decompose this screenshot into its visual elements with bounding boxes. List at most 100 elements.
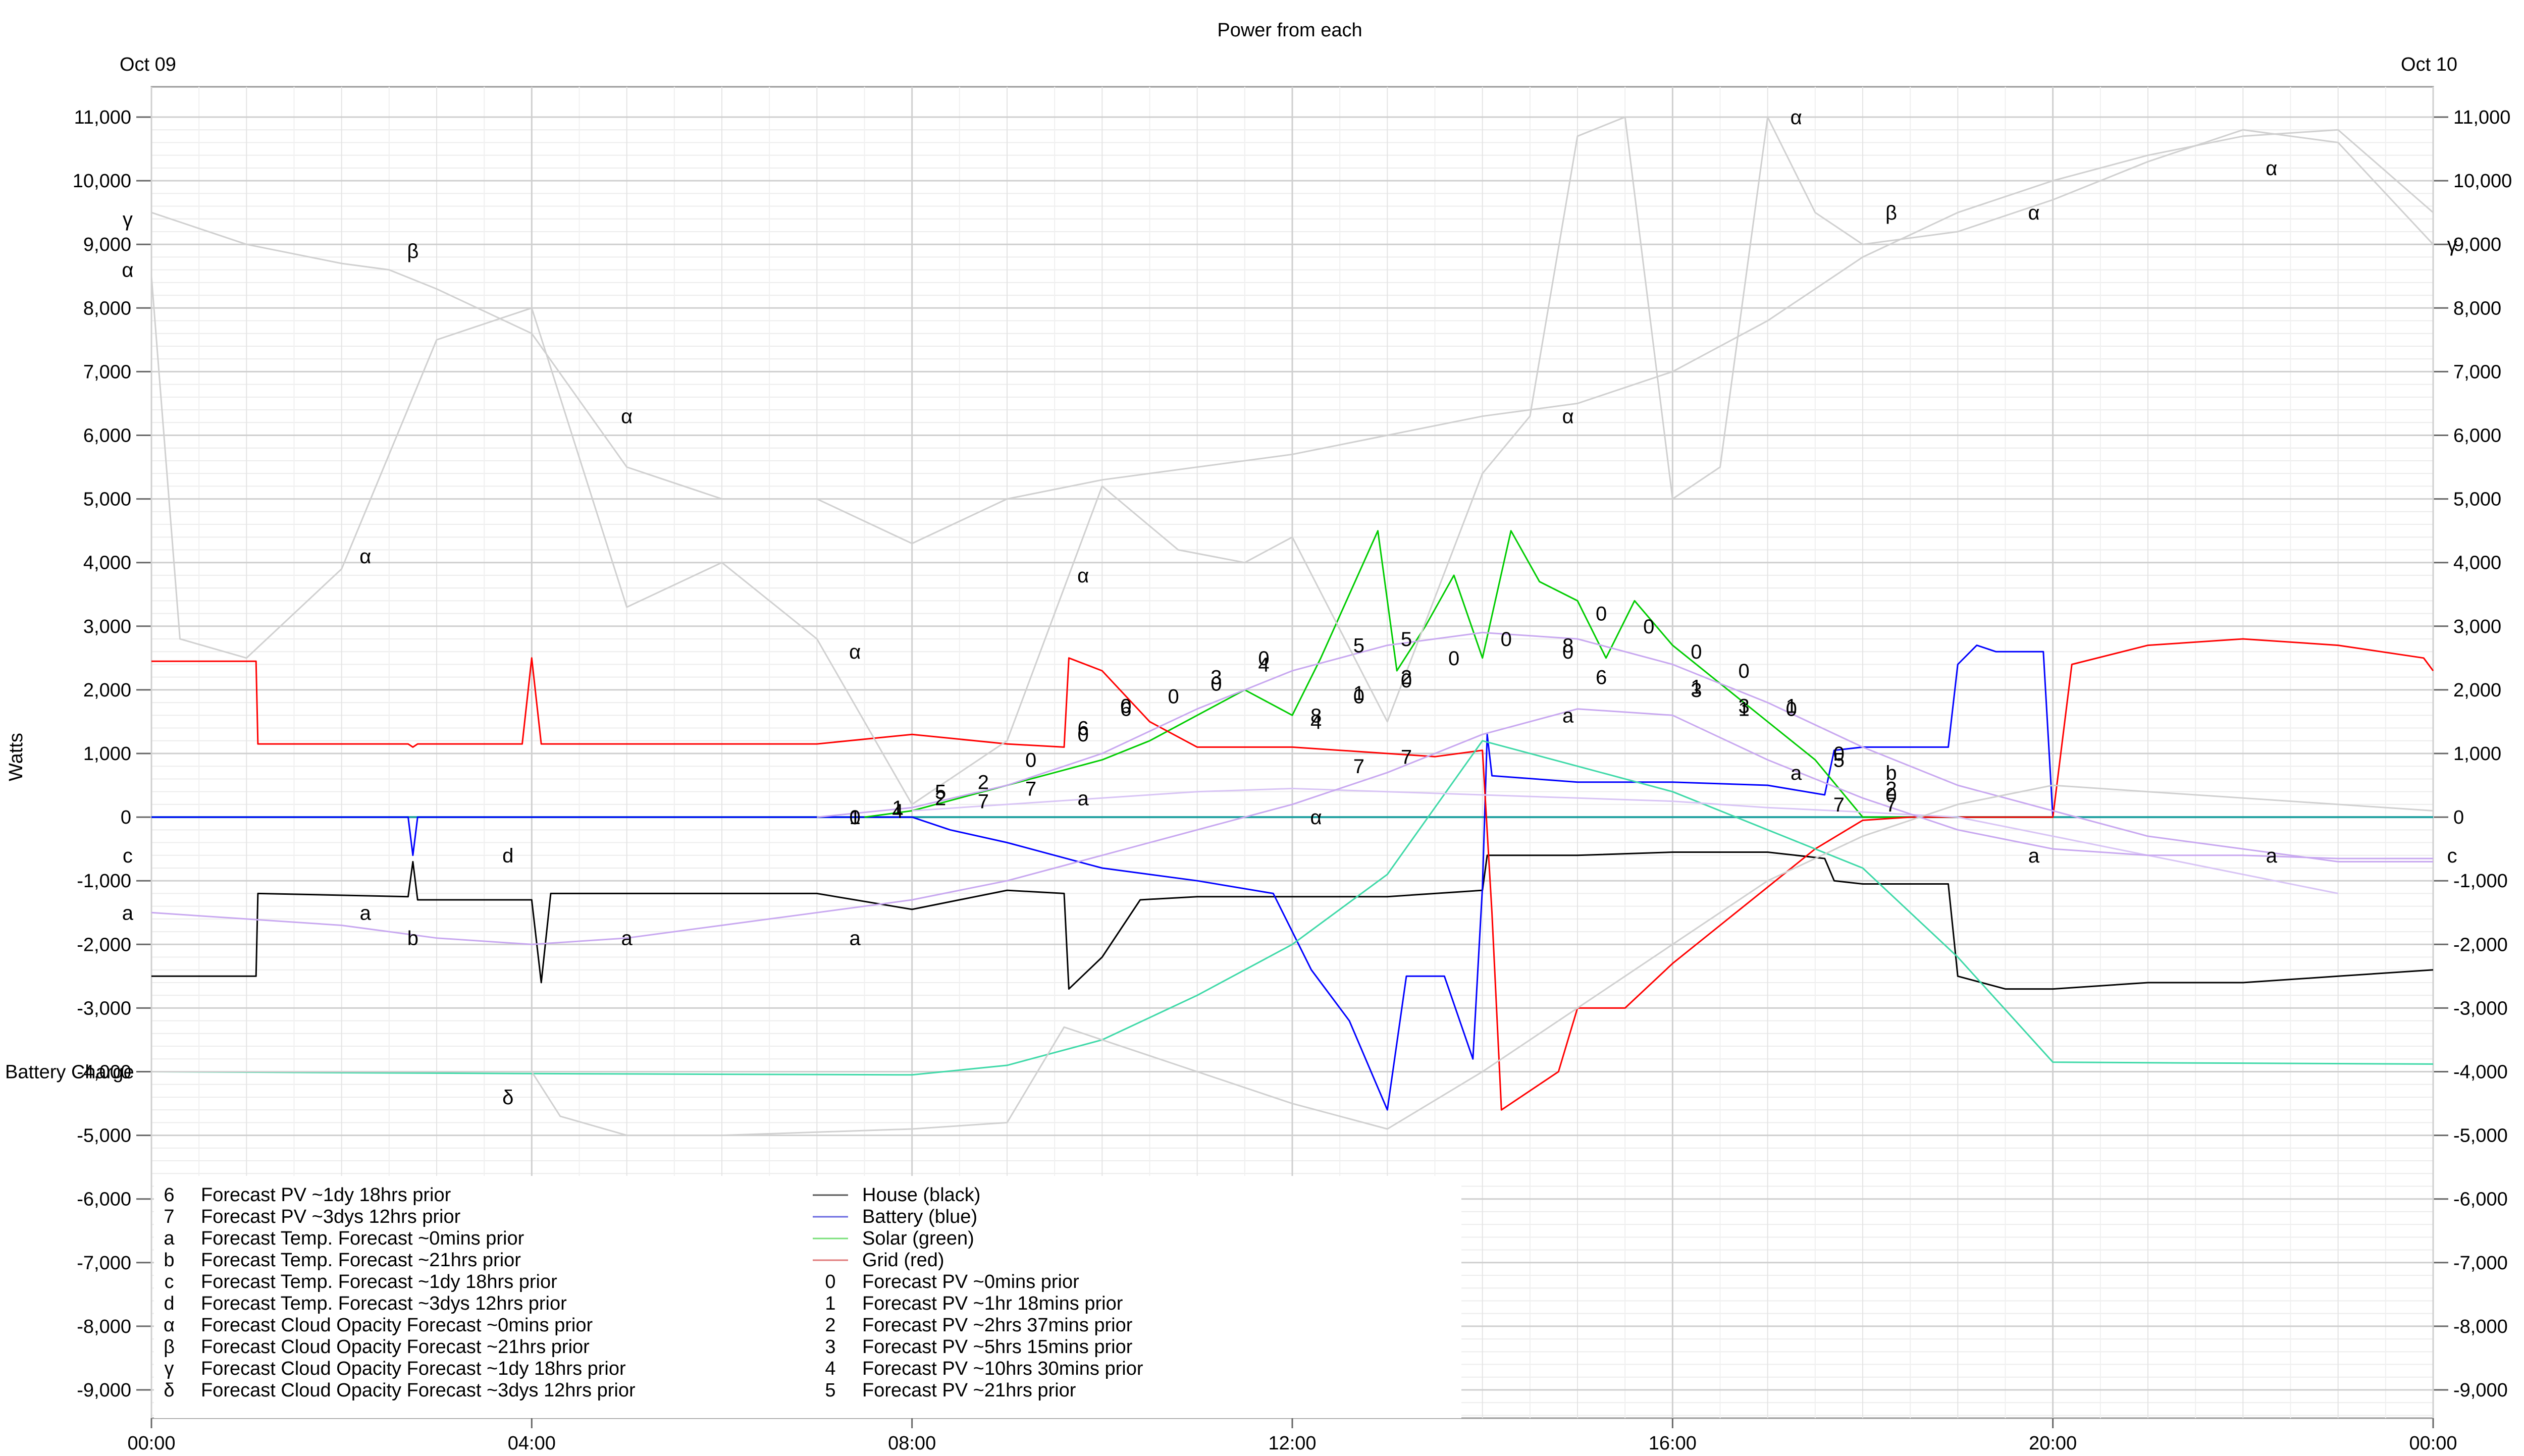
legend-entry-label: Forecast PV ~3dys 12hrs prior [201, 1206, 461, 1227]
y-tick-label-left: -2,000 [77, 934, 131, 955]
series-line [151, 851, 2434, 990]
legend-symbol: 0 [825, 1271, 835, 1292]
series-symbol-label: 0 [1448, 648, 1459, 670]
series-symbol-label: α [2266, 157, 2277, 180]
x-tick-label: 12:00 [1268, 1433, 1316, 1453]
series-symbol-label: δ [502, 1087, 513, 1109]
series-symbol-label: 0 [1786, 698, 1797, 721]
series-line [150, 116, 2434, 805]
series-symbol-label: c [2447, 845, 2457, 867]
legend-entry-label: Forecast Cloud Opacity Forecast ~21hrs p… [201, 1336, 590, 1358]
series-symbol-label: 0 [1078, 724, 1089, 746]
series-symbol-label: α [2028, 202, 2039, 224]
series-symbol-label: b [1885, 762, 1897, 784]
legend-symbol: γ [165, 1358, 174, 1379]
series-symbol-label: α [359, 546, 371, 568]
legend-symbol: 6 [164, 1184, 174, 1206]
y-tick-label-left: 8,000 [83, 298, 131, 319]
legend-entry-label: Forecast Temp. Forecast ~21hrs prior [201, 1250, 521, 1271]
legend-symbol: δ [164, 1380, 174, 1401]
y-tick-label-right: 1,000 [2453, 743, 2501, 765]
series-symbol-label: 2 [1401, 667, 1412, 689]
legend-entry-label: Forecast PV ~21hrs prior [862, 1380, 1076, 1401]
series-symbol-label: 0 [1885, 784, 1897, 806]
legend-entry-label: Forecast Cloud Opacity Forecast ~3dys 12… [201, 1380, 636, 1401]
y-tick-label-right: -9,000 [2453, 1380, 2508, 1401]
y-tick-label-left: 6,000 [83, 425, 131, 447]
series-symbol-label: 0 [1691, 641, 1702, 663]
y-tick-label-left: -9,000 [77, 1380, 131, 1401]
x-tick-label: 00:00 [2409, 1433, 2457, 1453]
series-symbol-label: 2 [935, 787, 946, 810]
series-symbol-label: 7 [1833, 794, 1845, 816]
series-line [151, 129, 2434, 545]
series-symbol-label: β [407, 240, 418, 262]
series-symbol-label: β [1885, 202, 1897, 224]
y-tick-label-left: -3,000 [77, 998, 131, 1019]
y-tick-label-right: 6,000 [2453, 425, 2501, 447]
y-tick-label-right: 0 [2453, 807, 2464, 828]
legend-entry-label: Forecast PV ~1hr 18mins prior [862, 1293, 1123, 1314]
series-symbol-label: γ [123, 208, 133, 231]
y-tick-label-left: -5,000 [77, 1125, 131, 1147]
series-symbol-label: 1 [850, 806, 861, 829]
series-symbol-label: c [123, 845, 133, 867]
legend-symbol: β [164, 1336, 175, 1358]
series-symbol-label: α [1310, 806, 1322, 829]
series-symbol-label: a [360, 902, 372, 924]
series-symbol-label: α [1562, 406, 1574, 428]
y-tick-label-right: -7,000 [2453, 1253, 2508, 1274]
series-symbol-label: 0 [1596, 603, 1607, 625]
series-symbol-label: 0 [1168, 686, 1179, 708]
series-symbol-label: 0 [1211, 673, 1222, 695]
series-symbol-label: 0 [1833, 743, 1845, 765]
series-symbol-label: 1 [1738, 698, 1749, 721]
date-label-right: Oct 10 [2401, 54, 2457, 75]
legend-background [154, 1176, 1461, 1418]
series-symbol-label: α [621, 406, 633, 428]
y-tick-label-right: -2,000 [2453, 934, 2508, 955]
series-symbol-label: 1 [1353, 682, 1364, 705]
series-symbol-label: 8 [1562, 635, 1573, 657]
x-tick-label: 16:00 [1649, 1433, 1697, 1453]
legend-entry-label: Solar (green) [862, 1228, 974, 1249]
series-line [151, 644, 2054, 1111]
y-tick-label-right: 2,000 [2453, 680, 2501, 701]
y-tick-label-left: -6,000 [77, 1189, 131, 1210]
y-tick-label-right: 8,000 [2453, 298, 2501, 319]
legend-symbol: 4 [825, 1358, 835, 1379]
series-symbol-label: a [2028, 845, 2040, 867]
legend-symbol: 2 [825, 1315, 835, 1336]
legend-symbol: c [165, 1271, 174, 1292]
legend-entry-label: Grid (red) [862, 1250, 944, 1271]
series-symbol-label: 1 [892, 797, 903, 819]
series-symbol-label: 4 [892, 800, 903, 822]
series-symbol-label: 7 [1401, 746, 1412, 768]
y-tick-label-right: 4,000 [2453, 553, 2501, 574]
legend-entry-label: Forecast Temp. Forecast ~0mins prior [201, 1228, 524, 1249]
legend-entry-label: Forecast PV ~0mins prior [862, 1271, 1079, 1292]
series-symbol-label: 0 [1353, 686, 1364, 708]
series-line [151, 638, 2434, 1111]
y-tick-label-right: -6,000 [2453, 1189, 2508, 1210]
y-tick-label-right: -1,000 [2453, 871, 2508, 892]
y-tick-label-right: -3,000 [2453, 998, 2508, 1019]
series-symbol-label: α [1791, 106, 1802, 129]
series-symbol-label: 6 [1120, 698, 1131, 721]
series-symbol-label: 0 [850, 806, 861, 829]
series-symbol-label: 5 [1401, 628, 1412, 651]
legend-symbol: b [164, 1250, 174, 1271]
series-line [151, 708, 2433, 945]
y-tick-label-left: 5,000 [83, 489, 131, 510]
y-tick-label-right: -8,000 [2453, 1316, 2508, 1337]
series-symbol-label: 4 [1258, 654, 1269, 676]
series-symbol-label: 6 [1596, 667, 1607, 689]
series-symbol-label: a [1562, 705, 1574, 727]
series-symbol-label: α [1077, 565, 1089, 587]
series-symbol-label: a [850, 928, 861, 950]
series-symbol-label: 2 [1885, 778, 1897, 800]
y-tick-label-left: -8,000 [77, 1316, 131, 1337]
y-tick-label-right: 10,000 [2453, 171, 2512, 192]
series-symbol-label: 0 [1120, 695, 1131, 717]
series-symbol-label: 7 [1885, 794, 1897, 816]
